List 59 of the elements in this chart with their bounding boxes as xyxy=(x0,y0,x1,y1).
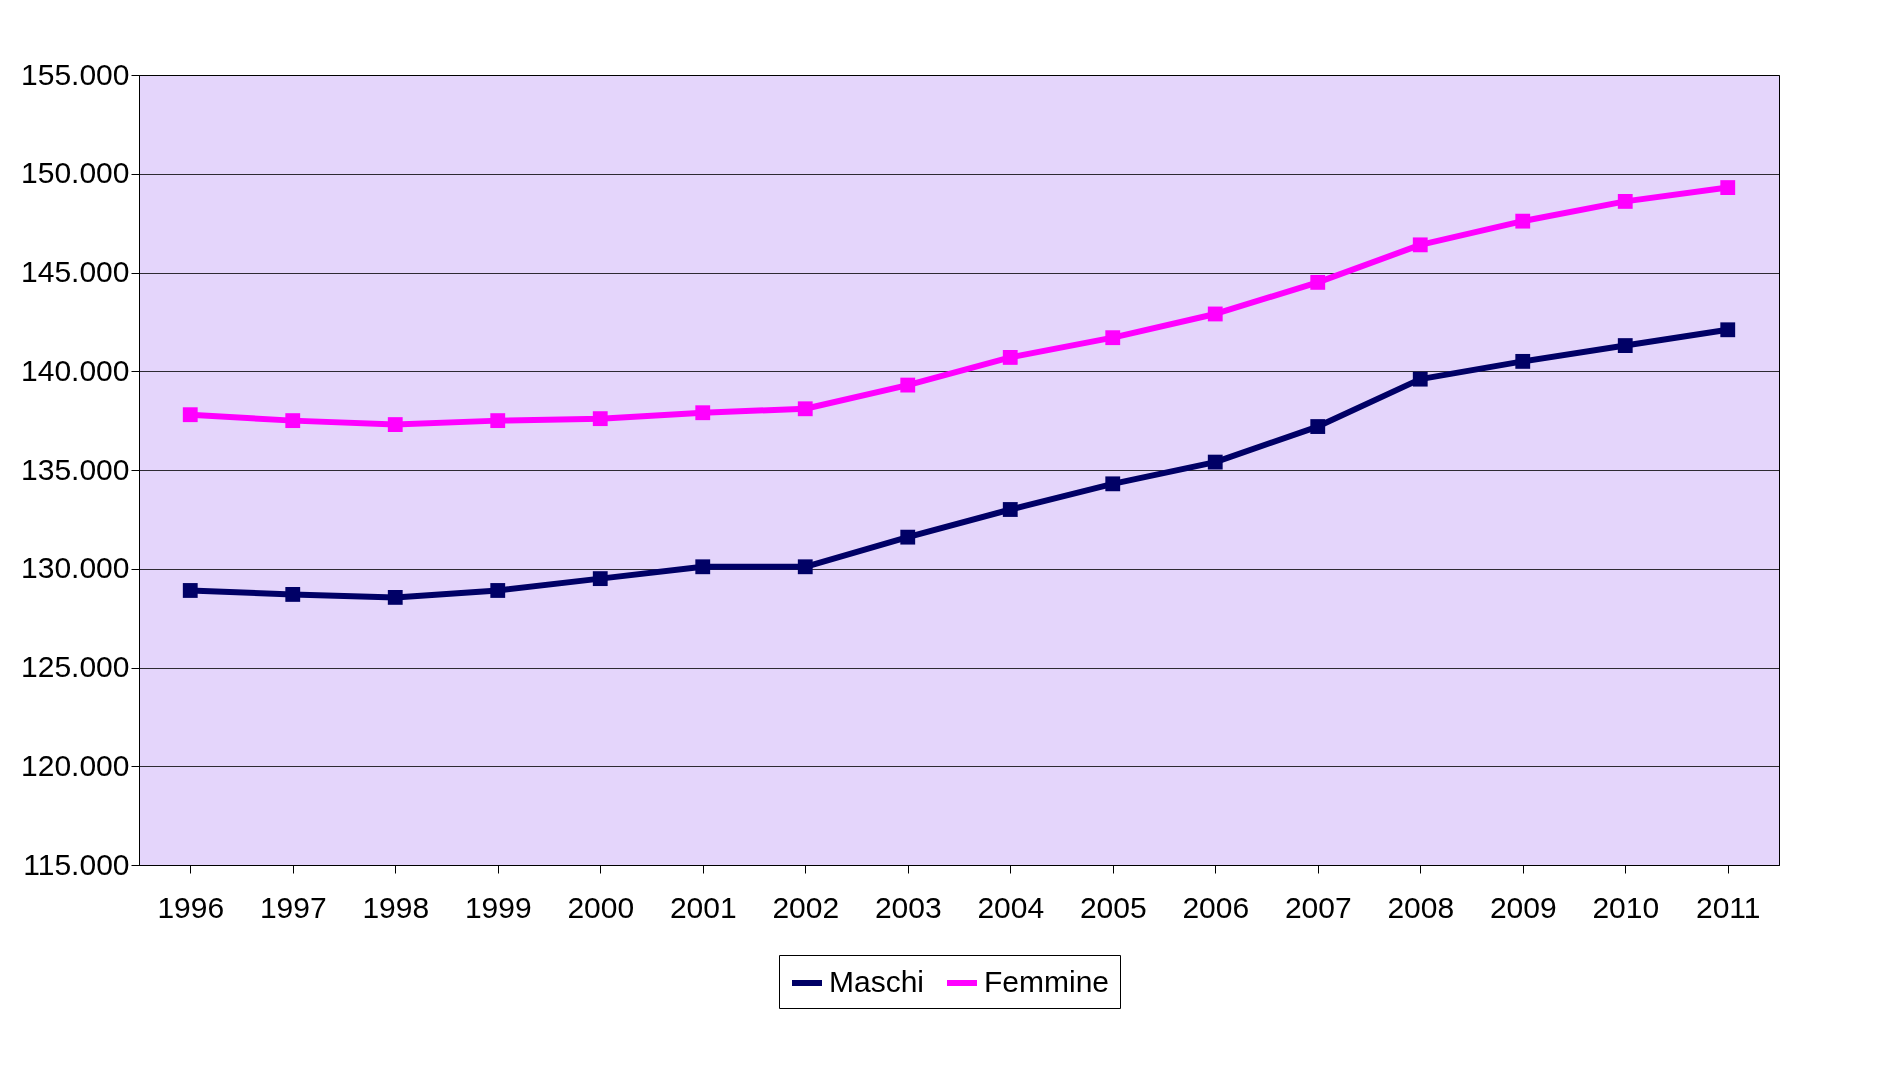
point xyxy=(1412,237,1428,253)
x-tick-label: 1998 xyxy=(362,890,430,924)
legend-label: Femmine xyxy=(984,965,1110,998)
point xyxy=(387,589,403,605)
point xyxy=(1617,338,1633,353)
y-tick-label: 125.000 xyxy=(21,650,130,683)
point xyxy=(285,413,301,429)
point xyxy=(1617,193,1633,209)
y-tick-label: 140.000 xyxy=(21,353,130,387)
point xyxy=(1105,476,1121,492)
point xyxy=(1515,213,1531,229)
x-tick-label: 1996 xyxy=(157,890,225,924)
x-tick-label: 2009 xyxy=(1489,890,1557,924)
point xyxy=(1105,330,1121,346)
point xyxy=(592,571,608,587)
point xyxy=(695,405,711,421)
y-tick-label: 145.000 xyxy=(21,255,130,288)
point xyxy=(387,417,403,432)
y-tick-label: 115.000 xyxy=(23,847,130,881)
x-tick-label: 2008 xyxy=(1387,890,1455,924)
x-tick-label: 2011 xyxy=(1695,890,1761,924)
point xyxy=(1720,322,1736,338)
x-tick-label: 2003 xyxy=(874,890,942,924)
x-tick-label: 2004 xyxy=(977,890,1045,924)
point xyxy=(1207,454,1223,470)
x-tick-label: 2006 xyxy=(1182,890,1250,924)
x-tick-label: 2005 xyxy=(1079,890,1147,924)
y-tick-label: 150.000 xyxy=(21,156,130,190)
point xyxy=(797,401,813,417)
y-tick-label: 120.000 xyxy=(21,748,130,782)
x-tick-label: 2000 xyxy=(567,890,635,924)
point xyxy=(1720,180,1736,195)
y-tick-label: 130.000 xyxy=(21,551,130,585)
point xyxy=(1207,306,1223,322)
y-tick-label: 155.000 xyxy=(21,57,130,91)
x-tick-label: 1997 xyxy=(259,890,327,924)
x-tick-label: 2007 xyxy=(1284,890,1352,924)
point xyxy=(490,413,506,429)
point xyxy=(1002,502,1018,517)
point xyxy=(490,583,506,598)
point xyxy=(1002,350,1018,365)
point xyxy=(285,587,301,602)
point xyxy=(900,377,916,393)
y-tick-label: 135.000 xyxy=(21,452,130,486)
point xyxy=(182,583,198,598)
point xyxy=(695,559,711,575)
point xyxy=(182,407,198,423)
point xyxy=(592,411,608,427)
x-tick-label: 2001 xyxy=(669,890,737,924)
point xyxy=(1310,274,1326,290)
point xyxy=(900,529,916,545)
x-tick-label: 2002 xyxy=(772,890,840,924)
point xyxy=(797,559,813,575)
legend-label: Maschi xyxy=(829,965,925,998)
point xyxy=(1412,371,1428,387)
point xyxy=(1310,419,1326,434)
point xyxy=(1515,353,1531,369)
x-tick-label: 1999 xyxy=(464,890,532,924)
x-tick-label: 2010 xyxy=(1592,890,1660,924)
